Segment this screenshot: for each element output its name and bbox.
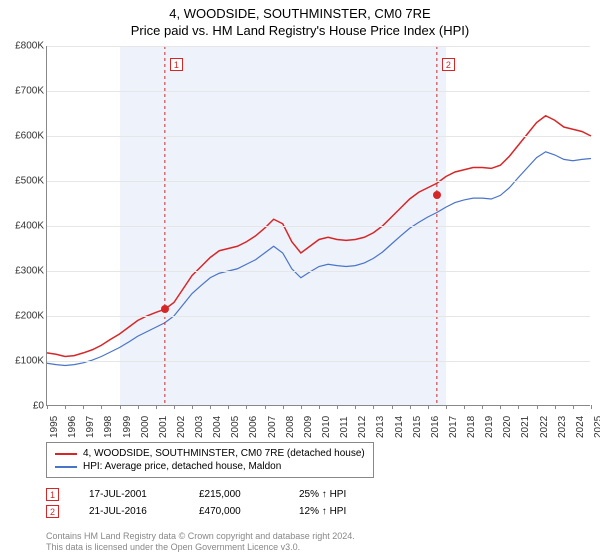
y-tick-label: £700K bbox=[15, 86, 44, 97]
x-tick-label: 2012 bbox=[357, 416, 368, 438]
event-marker-on-chart: 2 bbox=[442, 58, 455, 71]
legend-swatch bbox=[55, 453, 77, 455]
event-price: £470,000 bbox=[199, 506, 299, 517]
footer-line: Contains HM Land Registry data © Crown c… bbox=[46, 531, 355, 543]
x-tick-label: 1998 bbox=[103, 416, 114, 438]
x-tick-label: 2000 bbox=[140, 416, 151, 438]
x-tick-label: 2017 bbox=[448, 416, 459, 438]
y-tick-label: £500K bbox=[15, 176, 44, 187]
chart-plot-area: 12 bbox=[46, 46, 590, 406]
x-tick-label: 1996 bbox=[67, 416, 78, 438]
x-tick-label: 2010 bbox=[321, 416, 332, 438]
legend-item: 4, WOODSIDE, SOUTHMINSTER, CM0 7RE (deta… bbox=[55, 447, 365, 460]
x-tick-label: 2013 bbox=[375, 416, 386, 438]
x-tick-label: 2020 bbox=[502, 416, 513, 438]
x-tick-label: 2014 bbox=[394, 416, 405, 438]
x-tick-label: 2003 bbox=[194, 416, 205, 438]
x-tick-label: 2006 bbox=[248, 416, 259, 438]
legend-item: HPI: Average price, detached house, Mald… bbox=[55, 460, 365, 473]
x-tick-label: 2007 bbox=[267, 416, 278, 438]
y-tick-label: £800K bbox=[15, 41, 44, 52]
event-marker: 1 bbox=[46, 488, 59, 501]
x-tick-label: 2016 bbox=[430, 416, 441, 438]
x-tick-label: 1997 bbox=[85, 416, 96, 438]
x-tick-label: 2023 bbox=[557, 416, 568, 438]
legend-swatch bbox=[55, 466, 77, 468]
x-tick-label: 2015 bbox=[412, 416, 423, 438]
y-tick-label: £300K bbox=[15, 266, 44, 277]
chart-subtitle: Price paid vs. HM Land Registry's House … bbox=[0, 21, 600, 42]
y-tick-label: £600K bbox=[15, 131, 44, 142]
events-table: 1 17-JUL-2001 £215,000 25% ↑ HPI 2 21-JU… bbox=[46, 486, 399, 520]
y-tick-label: £400K bbox=[15, 221, 44, 232]
x-tick-label: 2005 bbox=[230, 416, 241, 438]
x-tick-label: 2025 bbox=[593, 416, 600, 438]
x-tick-label: 2021 bbox=[520, 416, 531, 438]
legend-label: HPI: Average price, detached house, Mald… bbox=[83, 461, 281, 472]
event-marker: 2 bbox=[46, 505, 59, 518]
event-row: 2 21-JUL-2016 £470,000 12% ↑ HPI bbox=[46, 503, 399, 520]
y-tick-label: £0 bbox=[33, 401, 44, 412]
event-dot bbox=[433, 191, 441, 199]
event-marker-on-chart: 1 bbox=[170, 58, 183, 71]
x-tick-label: 2002 bbox=[176, 416, 187, 438]
event-delta: 12% ↑ HPI bbox=[299, 506, 399, 517]
chart-title: 4, WOODSIDE, SOUTHMINSTER, CM0 7RE bbox=[0, 0, 600, 21]
x-tick-label: 1999 bbox=[122, 416, 133, 438]
footer-line: This data is licensed under the Open Gov… bbox=[46, 542, 355, 554]
event-price: £215,000 bbox=[199, 489, 299, 500]
x-tick-label: 2001 bbox=[158, 416, 169, 438]
x-tick-label: 2004 bbox=[212, 416, 223, 438]
legend-box: 4, WOODSIDE, SOUTHMINSTER, CM0 7RE (deta… bbox=[46, 442, 374, 478]
x-tick-label: 2024 bbox=[575, 416, 586, 438]
x-tick-label: 2008 bbox=[285, 416, 296, 438]
event-delta: 25% ↑ HPI bbox=[299, 489, 399, 500]
event-dot bbox=[161, 305, 169, 313]
legend-label: 4, WOODSIDE, SOUTHMINSTER, CM0 7RE (deta… bbox=[83, 448, 365, 459]
x-tick-label: 2019 bbox=[484, 416, 495, 438]
x-tick-label: 1995 bbox=[49, 416, 60, 438]
x-tick-label: 2018 bbox=[466, 416, 477, 438]
x-tick-label: 2011 bbox=[339, 416, 350, 438]
footer-attribution: Contains HM Land Registry data © Crown c… bbox=[46, 531, 355, 554]
y-tick-label: £200K bbox=[15, 311, 44, 322]
event-date: 17-JUL-2001 bbox=[89, 489, 199, 500]
event-date: 21-JUL-2016 bbox=[89, 506, 199, 517]
x-tick-label: 2009 bbox=[303, 416, 314, 438]
event-row: 1 17-JUL-2001 £215,000 25% ↑ HPI bbox=[46, 486, 399, 503]
x-tick-label: 2022 bbox=[539, 416, 550, 438]
y-tick-label: £100K bbox=[15, 356, 44, 367]
